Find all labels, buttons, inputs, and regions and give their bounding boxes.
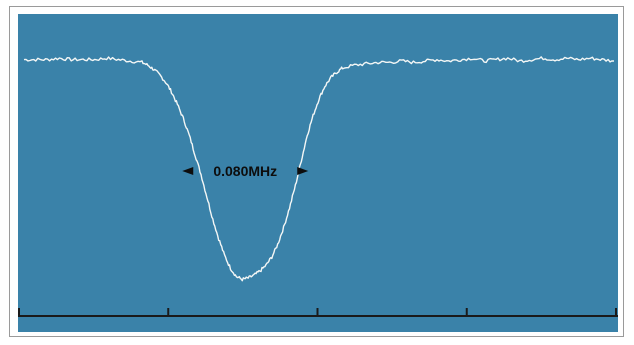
oscilloscope-chart: 0.080MHz (18, 14, 618, 332)
linewidth-annotation: 0.080MHz (182, 163, 309, 179)
left-arrowhead (182, 167, 194, 175)
spectrum-trace (23, 56, 615, 282)
right-arrowhead (297, 167, 309, 175)
x-axis-ticks (18, 308, 617, 316)
linewidth-label: 0.080MHz (213, 163, 277, 179)
screen-background (18, 14, 618, 332)
